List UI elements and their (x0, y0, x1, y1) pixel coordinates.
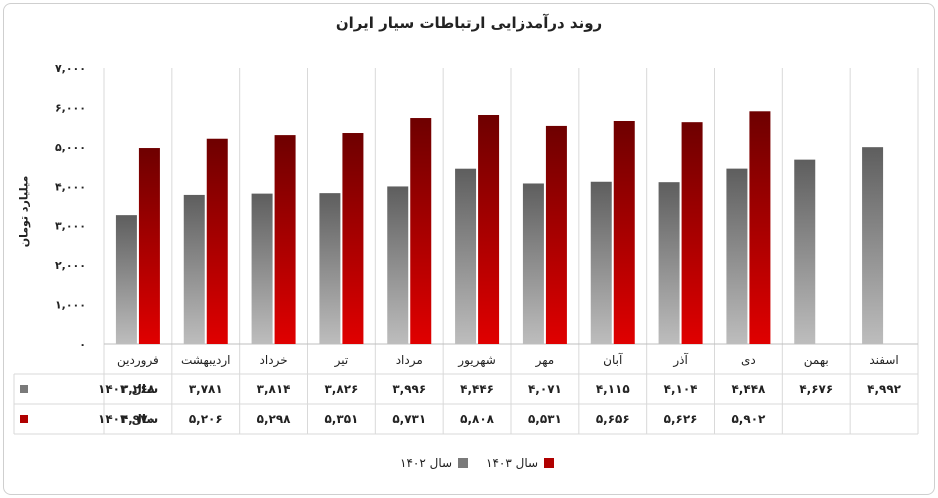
legend-label-1403: سال ۱۴۰۳ (486, 456, 539, 470)
y-tick-label: ۰ (79, 338, 86, 351)
legend-swatch-1402 (458, 458, 469, 468)
data-label: ۵,۵۳۱ (528, 412, 562, 426)
data-label: ۳,۹۹۶ (392, 382, 426, 396)
table-series-label: سال ۱۴۰۲ (98, 382, 158, 396)
x-tick-label: خرداد (260, 353, 288, 368)
table-series-swatch (20, 415, 28, 423)
table-series-label: سال ۱۴۰۳ (98, 412, 158, 426)
legend-item-1403: سال ۱۴۰۳ (486, 456, 555, 470)
data-label: ۳,۷۸۱ (189, 382, 223, 396)
y-tick-label: ۷,۰۰۰ (55, 62, 86, 75)
data-label: ۴,۰۷۱ (528, 382, 562, 396)
bar-1402 (387, 186, 409, 344)
y-tick-label: ۲,۰۰۰ (55, 259, 86, 272)
y-tick-label: ۶,۰۰۰ (55, 101, 86, 114)
bar-1402 (658, 182, 680, 344)
bar-1402 (726, 168, 748, 344)
data-label: ۴,۴۴۸ (731, 382, 766, 396)
x-tick-label: فروردین (117, 353, 159, 368)
chart-title: روند درآمدزایی ارتباطات سیار ایران (335, 14, 603, 32)
bar-1403 (681, 122, 703, 344)
data-label: ۵,۲۰۶ (189, 412, 223, 426)
data-label: ۴,۱۰۴ (664, 382, 698, 396)
x-tick-label: بهمن (804, 353, 829, 368)
x-tick-label: دی (741, 353, 756, 367)
x-tick-label: مهر (535, 353, 555, 368)
legend-swatch-1403 (544, 458, 555, 468)
bar-1403 (206, 138, 228, 344)
legend-label-1402: سال ۱۴۰۲ (400, 456, 453, 470)
legend-item-1402: سال ۱۴۰۲ (400, 456, 469, 470)
y-tick-label: ۵,۰۰۰ (55, 141, 86, 154)
data-label: ۵,۶۲۶ (664, 412, 698, 426)
data-label: ۵,۶۵۶ (596, 412, 630, 426)
y-tick-label: ۱,۰۰۰ (55, 299, 86, 312)
bar-1403 (749, 111, 771, 344)
x-tick-label: اردیبهشت (181, 353, 230, 368)
data-label: ۳,۸۲۶ (324, 382, 358, 396)
x-tick-label: تیر (334, 353, 349, 368)
bar-1402 (590, 181, 612, 344)
x-tick-label: مرداد (396, 353, 423, 368)
bar-1403 (613, 120, 635, 344)
bar-1403 (545, 125, 567, 345)
bar-1403 (342, 133, 364, 344)
data-label: ۳,۸۱۴ (257, 382, 291, 396)
bar-1402 (115, 215, 137, 344)
bar-1403 (410, 118, 432, 345)
bar-1402 (319, 193, 341, 344)
data-label: ۴,۱۱۵ (596, 382, 630, 396)
x-tick-label: اسفند (869, 353, 898, 367)
x-tick-label: شهریور (457, 353, 496, 368)
table-series-swatch (20, 385, 28, 393)
bar-1402 (251, 193, 273, 344)
data-label: ۴,۹۷۰ (121, 412, 155, 426)
bar-1403 (478, 114, 500, 344)
bar-1402 (455, 168, 477, 344)
x-tick-label: آبان (603, 352, 623, 367)
y-tick-label: ۴,۰۰۰ (55, 180, 86, 193)
data-label: ۴,۹۹۲ (867, 382, 902, 396)
bar-1402 (183, 194, 205, 344)
data-label: ۵,۹۰۲ (731, 412, 766, 426)
data-label: ۵,۸۰۸ (460, 412, 495, 426)
data-label: ۵,۳۵۱ (324, 412, 358, 426)
x-tick-label: آذر (672, 352, 688, 368)
y-tick-label: ۳,۰۰۰ (55, 220, 86, 233)
data-label: ۳,۲۶۸ (121, 382, 156, 396)
legend: سال ۱۴۰۳ سال ۱۴۰۲ (400, 456, 555, 470)
data-label: ۵,۷۳۱ (392, 412, 426, 426)
bar-1402 (794, 159, 816, 344)
data-label: ۴,۴۴۶ (460, 382, 494, 396)
bar-1402 (522, 183, 544, 344)
data-label: ۴,۶۷۶ (799, 382, 833, 396)
bar-1403 (138, 148, 160, 344)
data-label: ۵,۲۹۸ (257, 412, 292, 426)
bar-1403 (274, 135, 296, 344)
bar-1402 (862, 147, 884, 344)
